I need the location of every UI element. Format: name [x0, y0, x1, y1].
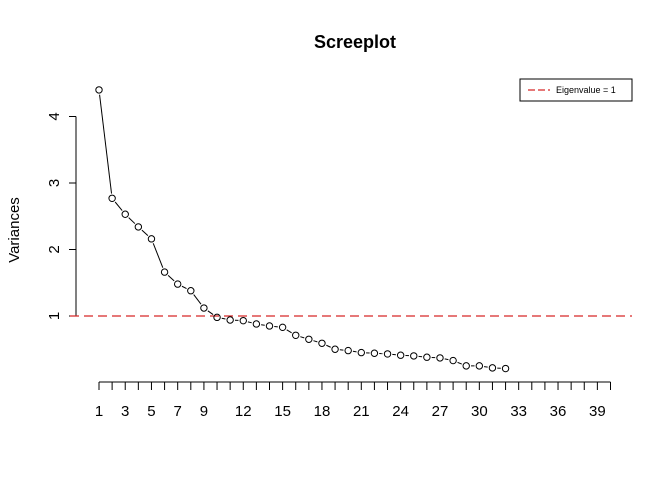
data-point — [305, 335, 313, 343]
x-tick-label: 33 — [510, 403, 527, 420]
connector-segment — [444, 358, 449, 361]
data-point — [370, 349, 379, 357]
legend-box — [519, 78, 633, 102]
x-tick-label: 7 — [174, 403, 182, 420]
y-tick-label: 4 — [46, 112, 63, 120]
connector-segment — [326, 344, 331, 348]
legend: Eigenvalue = 1 — [519, 78, 633, 102]
y-tick-label: 2 — [46, 245, 63, 253]
connector-segment — [193, 294, 202, 305]
data-point — [357, 348, 365, 357]
chart-title: Screeplot — [314, 32, 396, 52]
data-point — [292, 331, 300, 339]
data-point — [318, 339, 326, 347]
data-point — [475, 362, 484, 370]
data-point — [436, 354, 444, 362]
connector-segment — [167, 274, 175, 282]
x-tick-label: 9 — [200, 403, 208, 420]
connector-segment — [286, 329, 292, 334]
connector-segment — [352, 350, 357, 353]
data-point — [449, 356, 457, 365]
data-point — [252, 320, 261, 328]
data-point — [488, 364, 497, 372]
data-point — [173, 280, 182, 288]
data-point — [410, 352, 418, 360]
x-axis: 1 3 5 7 9 12 15 18 21 24 27 30 33 36 39 — [95, 381, 611, 420]
x-tick-label: 15 — [274, 403, 291, 420]
connector-segment — [247, 321, 252, 324]
x-tick-label: 1 — [95, 403, 103, 420]
y-tick-label: 1 — [46, 312, 63, 320]
x-tick-label: 36 — [550, 403, 567, 420]
data-point — [95, 86, 103, 94]
data-point — [396, 351, 405, 359]
x-tick-label: 3 — [121, 403, 129, 420]
connector-segment — [181, 285, 187, 290]
connector-segment — [313, 340, 318, 343]
data-point — [344, 346, 352, 355]
connector-segment — [114, 201, 123, 211]
data-point — [383, 350, 392, 358]
y-axis: 1 2 3 4 — [46, 112, 77, 320]
connector-segment — [484, 366, 488, 368]
data-point — [278, 323, 287, 332]
data-point — [462, 362, 470, 370]
data-point — [147, 235, 156, 243]
connector-segment — [99, 94, 113, 194]
data-point — [226, 316, 234, 324]
x-tick-label: 39 — [589, 403, 606, 420]
data-point — [213, 313, 221, 322]
data-point — [121, 210, 129, 218]
x-tick-label: 5 — [147, 403, 155, 420]
connector-segment — [457, 361, 462, 365]
legend-label: Eigenvalue = 1 — [556, 85, 616, 95]
x-tick-label: 18 — [314, 403, 331, 420]
data-point — [331, 345, 339, 353]
data-point — [239, 316, 247, 325]
data-point — [423, 353, 431, 361]
connector-segment — [141, 229, 149, 236]
connector-segment — [261, 324, 265, 326]
x-tick-label: 30 — [471, 403, 488, 420]
data-point — [187, 287, 195, 295]
connector-segment — [128, 217, 136, 224]
x-tick-label: 24 — [392, 403, 409, 420]
connector-segment — [152, 243, 164, 268]
data-points — [95, 86, 510, 373]
connector-segments — [99, 94, 501, 369]
data-point — [160, 268, 169, 276]
y-axis-label: Variances — [6, 197, 23, 263]
connector-segment — [300, 336, 305, 339]
x-tick-label: 21 — [353, 403, 370, 420]
data-point — [265, 322, 274, 330]
y-tick-label: 3 — [46, 179, 63, 187]
x-tick-label: 12 — [235, 403, 252, 420]
x-tick-label: 27 — [432, 403, 449, 420]
data-point — [108, 194, 116, 202]
connector-segment — [207, 310, 214, 315]
connector-segment — [221, 317, 226, 320]
data-point — [501, 364, 510, 373]
data-point — [200, 304, 208, 312]
data-point — [134, 223, 143, 231]
